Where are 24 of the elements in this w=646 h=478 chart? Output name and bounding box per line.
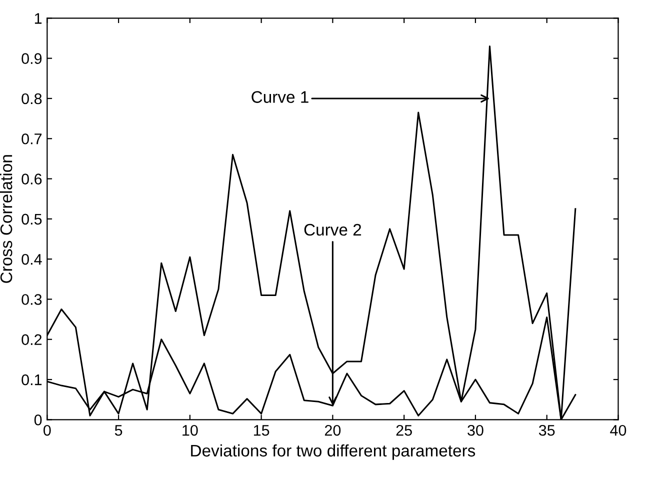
- annotation: Curve 1: [252, 91, 308, 103]
- x-tick-label: 30: [468, 424, 484, 436]
- y-tick-label: 0.6: [22, 174, 42, 184]
- y-tick-label: 0.2: [22, 334, 42, 346]
- y-tick-label: 0.4: [22, 254, 42, 265]
- y-tick-label: 0.5: [22, 214, 42, 225]
- y-tick-label: 0.7: [22, 133, 42, 144]
- y-tick-label: 0.8: [22, 93, 42, 104]
- x-tick-label: 0: [44, 424, 51, 436]
- y-tick-label: 0.1: [22, 374, 42, 386]
- x-tick-label: 10: [182, 424, 198, 436]
- y-tick-label: 0: [34, 414, 42, 426]
- x-tick-label: 25: [396, 424, 412, 436]
- y-tick-label: 0.3: [22, 294, 42, 305]
- x-tick-label: 40: [610, 424, 626, 436]
- x-tick-label: 20: [324, 424, 341, 436]
- x-tick-label: 5: [114, 425, 122, 436]
- x-axis-title: Deviations for two different parameters: [191, 444, 476, 460]
- y-tick-label: 0.9: [22, 53, 42, 64]
- y-tick-label: 1: [34, 13, 42, 24]
- x-tick-label: 35: [538, 424, 555, 436]
- x-tick-label: 15: [254, 425, 270, 436]
- annotation: Curve 2: [304, 224, 362, 236]
- y-axis-title: Cross Correlation: [0, 155, 12, 283]
